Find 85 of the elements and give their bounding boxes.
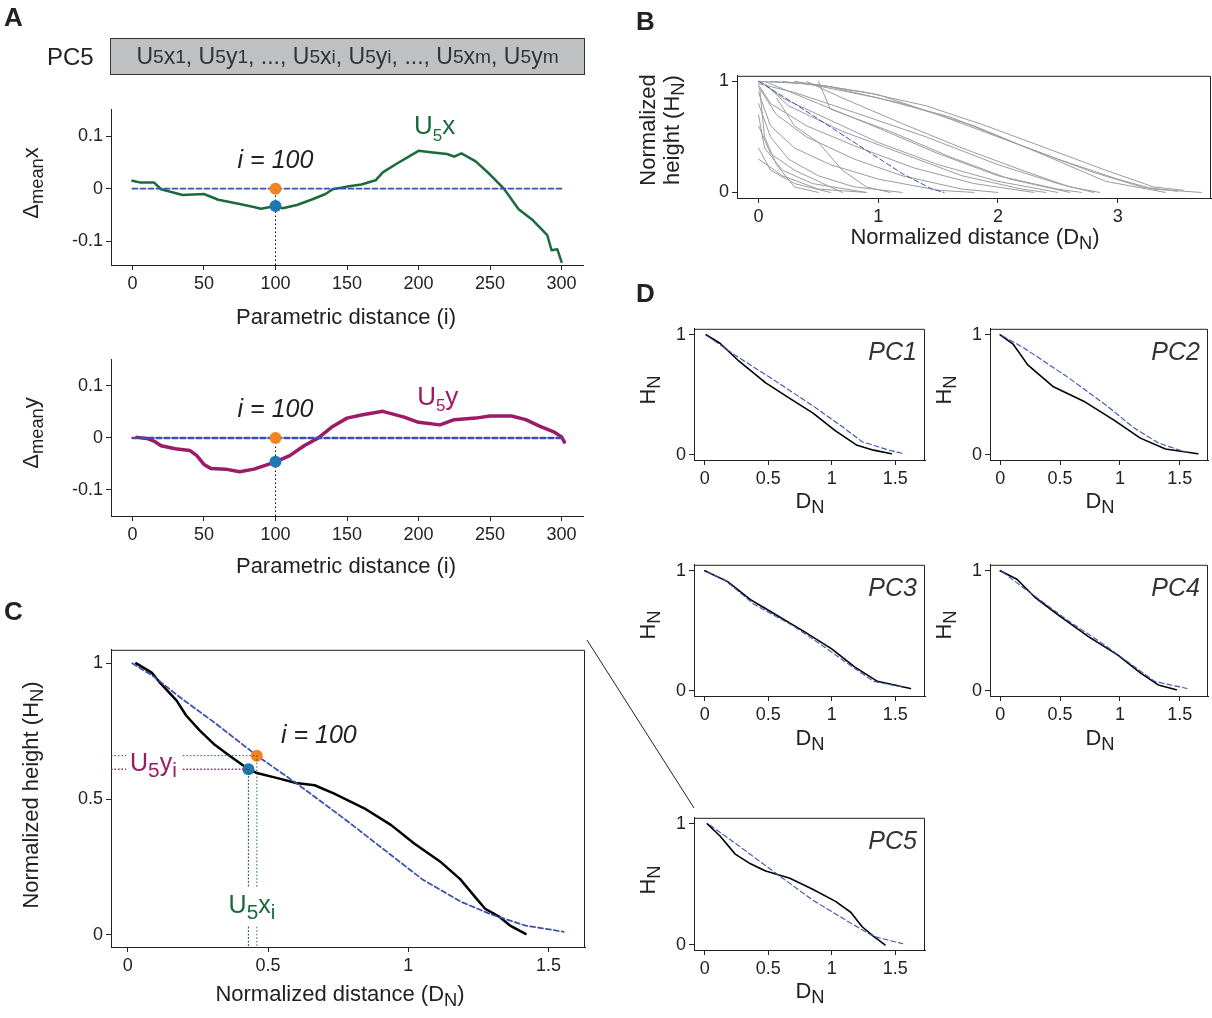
x-tick-label: 1.5 [536, 954, 562, 975]
x-tick-label: 0.5 [1047, 467, 1073, 488]
x-tick-label: 1 [826, 703, 837, 724]
chart-title: PC1 [868, 336, 918, 365]
y-tick-label: 0 [92, 177, 103, 198]
y-tick-label: 1 [675, 812, 686, 833]
x-tick-label: 150 [331, 523, 363, 544]
y-tick-label: 1 [675, 559, 686, 580]
annotation: U$_{5}$y$_{i}$ [130, 748, 177, 781]
y-tick-label: 0 [971, 443, 982, 464]
x-axis-title: D$_{N}$ [795, 725, 825, 755]
x-tick-label: 3 [1112, 205, 1123, 226]
y-tick-label: 0 [675, 443, 686, 464]
y-tick-label: -0.1 [71, 478, 103, 499]
x-axis-title: Normalized distance (D$_{N}$) [215, 981, 465, 1011]
x-tick-label: 1 [826, 467, 837, 488]
x-tick-label: 0.5 [755, 957, 781, 978]
x-axis-title: Normalized distance (D$_{N}$) [850, 224, 1100, 254]
x-tick-label: 2 [992, 205, 1003, 226]
x-tick-label: 300 [546, 523, 577, 544]
y-tick-label: 0 [675, 679, 686, 700]
x-tick-label: 0.5 [255, 954, 281, 975]
y-tick-label: 0 [92, 923, 103, 944]
y-tick-label: 0.1 [77, 374, 103, 395]
text: D [636, 278, 655, 308]
y-tick-label: 1 [971, 323, 982, 344]
x-tick-label: 250 [475, 272, 506, 293]
chart-title: PC3 [868, 572, 918, 601]
chart-title: PC5 [47, 43, 94, 70]
x-tick-label: 0 [127, 272, 138, 293]
x-tick-label: 250 [475, 523, 506, 544]
y-tick-label: 0 [675, 933, 686, 954]
x-tick-label: 100 [260, 523, 291, 544]
y-tick-label: 0 [92, 426, 103, 447]
x-tick-label: 1.5 [882, 957, 908, 978]
x-axis-title: D$_{N}$ [1085, 725, 1115, 755]
x-tick-label: 1 [873, 205, 884, 226]
x-tick-label: 1 [403, 954, 414, 975]
x-tick-label: 50 [193, 272, 214, 293]
chart-title: PC4 [1151, 572, 1201, 601]
chart-title: PC2 [1151, 336, 1201, 365]
x-axis-title: Parametric distance (i) [235, 304, 457, 329]
x-tick-label: 200 [403, 523, 434, 544]
x-tick-label: 0 [753, 205, 764, 226]
text: A [4, 2, 23, 32]
x-tick-label: 0 [127, 523, 138, 544]
x-tick-label: 150 [331, 272, 363, 293]
x-tick-label: 0 [699, 467, 710, 488]
x-tick-label: 200 [403, 272, 434, 293]
x-tick-label: 0.5 [1047, 703, 1073, 724]
y-tick-label: 1 [675, 323, 686, 344]
x-tick-label: 1.5 [882, 703, 908, 724]
annotation: i = 100 [237, 144, 314, 173]
x-tick-label: 0 [699, 703, 710, 724]
x-axis-title: D$_{N}$ [795, 978, 825, 1008]
chart-title: PC5 [868, 825, 918, 854]
y-tick-label: 1 [92, 652, 103, 673]
x-tick-label: 0 [995, 703, 1006, 724]
text: B [636, 6, 655, 36]
annotation: U$_{5}$x$_{i}$ [228, 890, 276, 923]
x-tick-label: 0 [122, 954, 133, 975]
x-tick-label: 50 [193, 523, 214, 544]
x-tick-label: 1.5 [882, 467, 908, 488]
x-tick-label: 1.5 [1167, 467, 1193, 488]
text: C [4, 596, 23, 626]
y-tick-label: 1 [971, 559, 982, 580]
y-tick-label: 0.1 [77, 125, 103, 146]
x-tick-label: 0 [699, 957, 710, 978]
x-tick-label: 1.5 [1167, 703, 1193, 724]
x-tick-label: 300 [546, 272, 577, 293]
x-tick-label: 0 [995, 467, 1006, 488]
annotation: i = 100 [237, 393, 314, 422]
x-tick-label: 100 [260, 272, 291, 293]
x-tick-label: 1 [1114, 703, 1125, 724]
x-axis-title: D$_{N}$ [1085, 488, 1115, 518]
x-tick-label: 1 [1114, 467, 1125, 488]
x-tick-label: 0.5 [755, 467, 781, 488]
y-tick-label: 0.5 [77, 788, 103, 809]
y-tick-label: 0 [971, 679, 982, 700]
x-tick-label: 1 [826, 957, 837, 978]
x-axis-title: Parametric distance (i) [235, 553, 457, 578]
y-tick-label: -0.1 [71, 230, 103, 251]
x-axis-title: D$_{N}$ [795, 488, 825, 518]
annotation: i = 100 [280, 719, 357, 748]
x-tick-label: 0.5 [755, 703, 781, 724]
